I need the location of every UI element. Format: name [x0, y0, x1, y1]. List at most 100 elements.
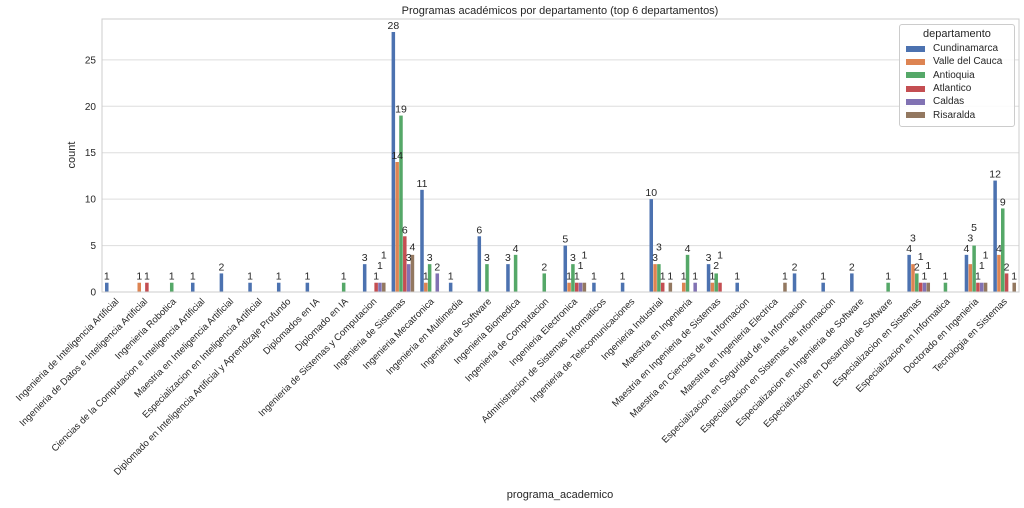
bar-value-label: 1 — [247, 271, 253, 283]
bar — [850, 273, 854, 292]
bar — [681, 282, 686, 292]
bar — [382, 282, 386, 292]
bar-value-label: 1 — [734, 271, 740, 283]
bar — [1001, 208, 1005, 292]
bar-value-label: 1 — [979, 260, 985, 272]
bar-value-label: 1 — [782, 271, 788, 283]
bar-value-label: 3 — [652, 252, 658, 264]
bar-value-label: 1 — [667, 271, 673, 283]
bar — [410, 254, 415, 292]
bar — [968, 264, 973, 292]
bar — [918, 282, 923, 292]
bar-value-label: 1 — [574, 271, 580, 283]
bar — [718, 282, 722, 292]
bar-value-label: 1 — [581, 250, 587, 262]
bar — [542, 273, 547, 292]
bar-value-label: 2 — [713, 260, 719, 272]
bar — [169, 282, 174, 292]
bar-value-label: 3 — [967, 232, 973, 244]
bar — [983, 282, 988, 292]
bar-value-label: 3 — [427, 252, 433, 264]
bar-value-label: 1 — [943, 271, 949, 283]
y-axis-ticks: 0 5 10 15 20 25 — [85, 55, 97, 298]
bar-value-label: 9 — [1000, 196, 1006, 208]
bar-value-label: 1 — [983, 250, 989, 262]
bar-value-label: 3 — [362, 252, 368, 264]
bar — [1004, 273, 1009, 292]
y-tick-label: 20 — [85, 102, 97, 113]
bar — [979, 282, 984, 292]
bar-value-label: 3 — [484, 252, 490, 264]
bar-value-label: 1 — [373, 271, 379, 283]
bar-value-label: 2 — [1004, 261, 1010, 273]
bar — [653, 264, 657, 292]
bar — [922, 282, 927, 292]
bar-value-label: 5 — [562, 234, 568, 246]
legend-item: Cundinamarca — [906, 42, 1008, 55]
y-tick-label: 10 — [85, 195, 97, 206]
legend-item: Antioquia — [906, 69, 1008, 82]
bar — [219, 273, 224, 292]
legend-item: Risaralda — [906, 108, 1008, 121]
chart-title: Programas académicos por departamento (t… — [402, 5, 719, 17]
bar-value-label: 5 — [971, 222, 977, 234]
bar — [145, 282, 149, 292]
bar — [190, 282, 195, 292]
bar-value-label: 3 — [656, 242, 662, 254]
bar-value-label: 4 — [513, 243, 519, 255]
bar — [792, 273, 797, 292]
bars — [105, 32, 1016, 292]
bar-value-label: 28 — [387, 20, 399, 32]
bar-value-label: 10 — [645, 187, 657, 199]
legend-label: Caldas — [933, 96, 965, 108]
bar — [886, 282, 890, 292]
bar — [660, 282, 665, 292]
bar-value-label: 12 — [989, 169, 1001, 181]
bar-value-label: 3 — [505, 252, 511, 264]
legend: departamento Cundinamarca Valle del Cauca… — [899, 24, 1015, 127]
bar — [563, 245, 568, 292]
bar-value-label: 4 — [906, 243, 912, 255]
legend-label: Atlantico — [933, 83, 972, 95]
bar-value-label: 1 — [377, 260, 383, 272]
bar — [592, 282, 596, 292]
bar-value-label: 1 — [620, 271, 626, 283]
bar — [362, 264, 367, 292]
x-axis-tick-labels: Ingenieria de Inteligencia ArtificialIng… — [14, 296, 1010, 478]
x-tick-label: Ingenieria de Inteligencia Artificial — [14, 296, 121, 403]
bar-value-label: 1 — [169, 271, 175, 283]
bar — [997, 254, 1001, 292]
bar-value-label: 1 — [820, 271, 826, 283]
bar-value-label: 1 — [381, 250, 387, 262]
bar — [582, 282, 587, 292]
grid-lines — [102, 59, 1019, 293]
bar — [620, 282, 625, 292]
bar — [907, 254, 911, 292]
bar-value-label: 1 — [885, 271, 891, 283]
legend-swatch — [906, 85, 925, 92]
legend-label: Valle del Cauca — [933, 56, 1003, 68]
bar-value-label: 6 — [476, 224, 482, 236]
bar-value-label: 19 — [395, 104, 407, 116]
bar-value-label: 1 — [709, 271, 715, 283]
bar — [485, 264, 489, 292]
legend-label: Risaralda — [933, 109, 976, 121]
bar-value-label: 14 — [391, 150, 403, 162]
bar — [710, 282, 715, 292]
bar — [341, 282, 346, 292]
bar — [477, 236, 482, 292]
y-tick-label: 0 — [90, 288, 96, 299]
bar-value-label: 2 — [849, 261, 855, 273]
legend-title: departamento — [923, 28, 991, 40]
bar-value-label: 11 — [417, 178, 428, 190]
bar — [714, 273, 718, 292]
bar-value-label: 1 — [918, 251, 924, 263]
bar — [403, 236, 407, 292]
bar — [406, 264, 411, 292]
bar — [448, 282, 453, 292]
y-tick-label: 5 — [90, 241, 96, 252]
bar-value-label: 1 — [104, 271, 110, 283]
legend-item: Atlantico — [906, 82, 1008, 95]
bar — [657, 264, 661, 292]
